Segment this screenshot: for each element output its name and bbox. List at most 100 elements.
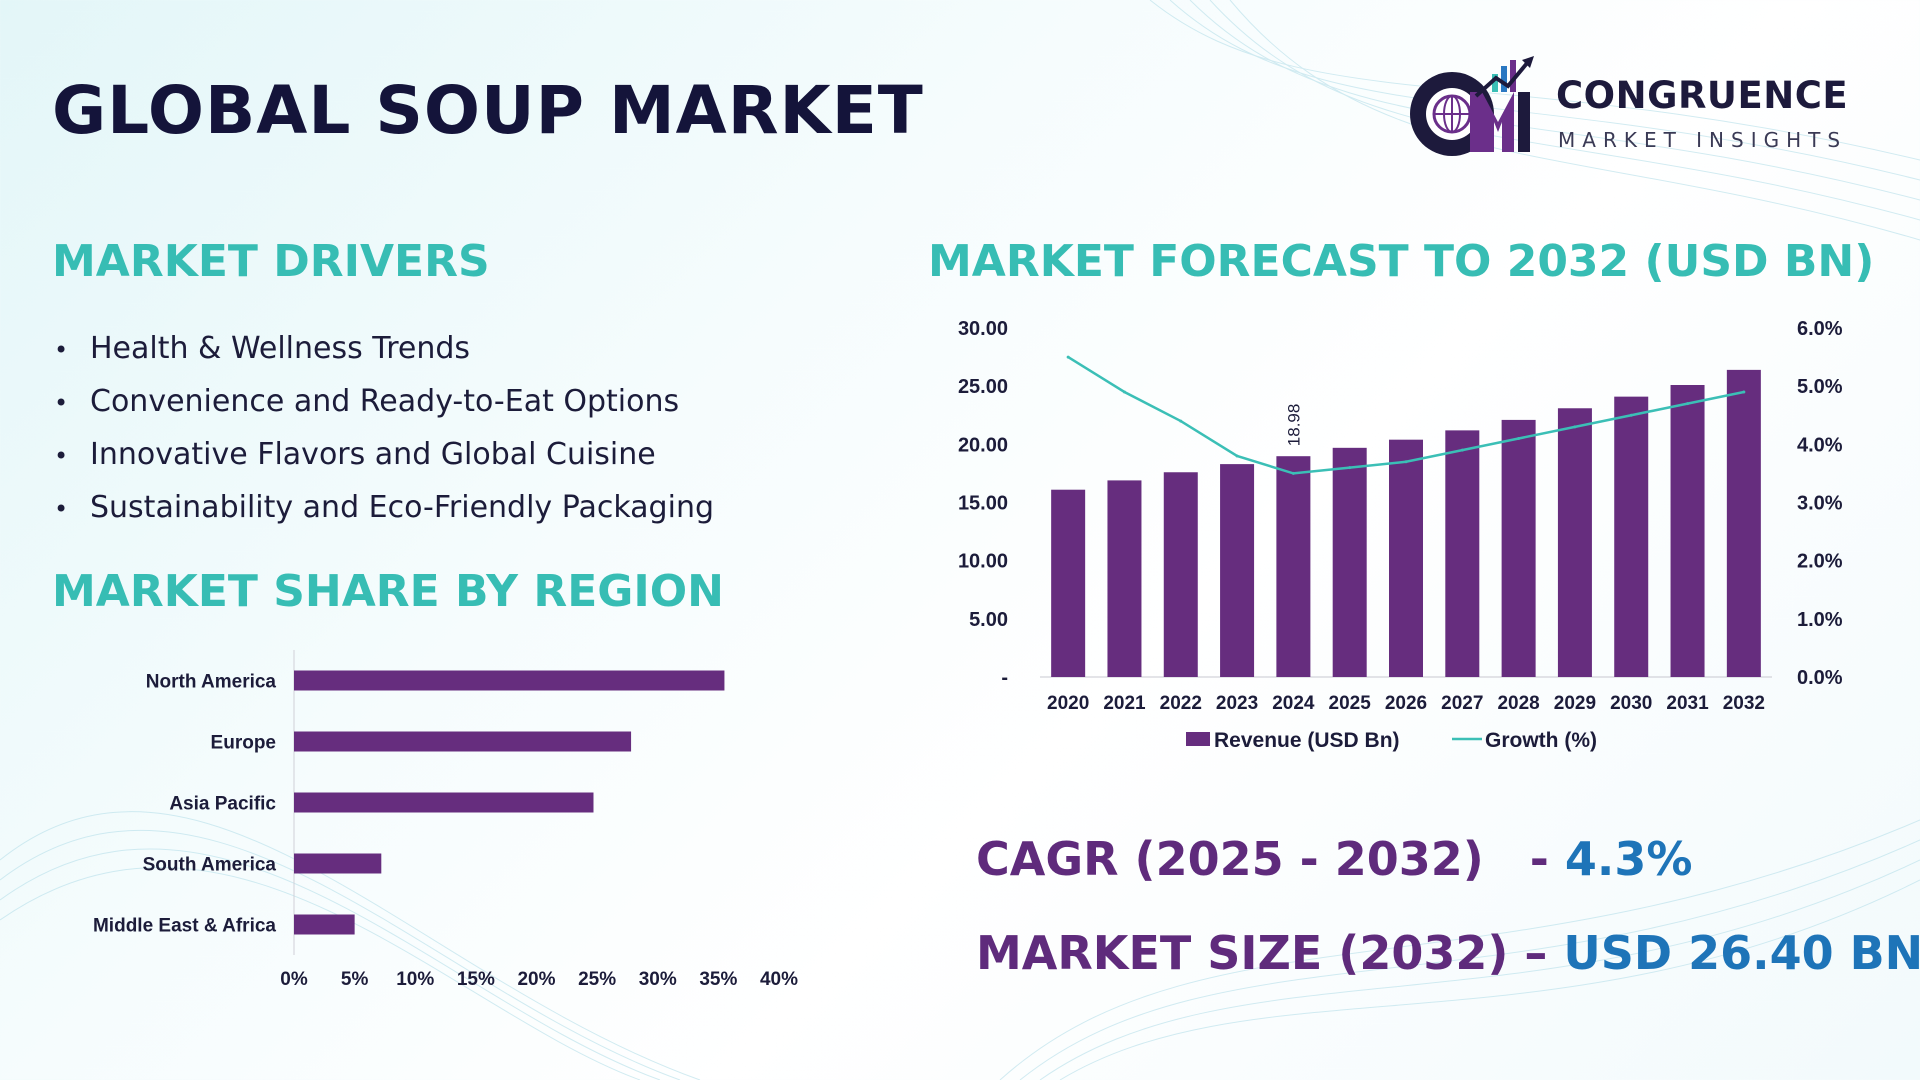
revenue-bar xyxy=(1557,408,1592,677)
revenue-bar xyxy=(1726,369,1761,677)
growth-point xyxy=(1573,425,1577,429)
x-tick-label: 2026 xyxy=(1385,693,1427,714)
growth-point xyxy=(1460,448,1464,452)
legend-growth-label: Growth (%) xyxy=(1485,729,1597,752)
x-tick-label: 2025 xyxy=(1329,693,1372,714)
y-right-tick-label: 3.0% xyxy=(1797,493,1843,515)
cagr-separator: - xyxy=(1529,832,1565,886)
revenue-bar xyxy=(1276,456,1311,677)
growth-point xyxy=(1629,413,1633,417)
x-tick-label: 40% xyxy=(760,969,798,990)
x-tick-label: 2027 xyxy=(1441,693,1483,714)
bullet-icon: • xyxy=(54,495,69,523)
market-size-value: USD 26.40 BN xyxy=(1563,926,1920,980)
x-tick-label: 2021 xyxy=(1103,693,1146,714)
x-tick-label: 10% xyxy=(396,969,434,990)
cm-monogram-icon xyxy=(1410,56,1534,156)
growth-point xyxy=(1686,402,1690,406)
revenue-bar xyxy=(1614,396,1649,677)
region-share-chart: North America Europe Asia Pacific South Ame… xyxy=(93,650,798,990)
revenue-bar xyxy=(1220,464,1255,677)
x-tick-label: 2020 xyxy=(1047,693,1089,714)
brand-logo: CONGRUENCE MARKET INSIGHTS xyxy=(1400,52,1870,162)
driver-item: • Convenience and Ready-to-Eat Options xyxy=(54,375,714,428)
growth-point xyxy=(1235,454,1239,458)
region-bar xyxy=(294,853,382,874)
cagr-kpi: CAGR (2025 - 2032) - 4.3% xyxy=(976,832,1692,886)
x-tick-label: 0% xyxy=(280,969,308,990)
revenue-bar xyxy=(1051,489,1086,677)
growth-point xyxy=(1179,419,1183,423)
revenue-bar xyxy=(1501,419,1536,677)
driver-item-label: Innovative Flavors and Global Cuisine xyxy=(90,437,656,472)
x-tick-label: 2024 xyxy=(1272,693,1315,714)
x-tick-label: 25% xyxy=(578,969,616,990)
category-label: North America xyxy=(146,672,277,693)
market-size-kpi: MARKET SIZE (2032) – USD 26.40 BN xyxy=(976,926,1920,980)
revenue-bar xyxy=(1445,430,1480,677)
driver-item-label: Health & Wellness Trends xyxy=(90,331,471,366)
category-label: South America xyxy=(143,855,277,876)
y-left-tick-label: 25.00 xyxy=(958,376,1008,398)
y-left-tick-label: - xyxy=(1001,667,1008,689)
legend-revenue-swatch xyxy=(1186,732,1210,746)
y-right-tick-label: 0.0% xyxy=(1797,667,1843,689)
driver-item: • Innovative Flavors and Global Cuisine xyxy=(54,428,714,481)
y-right-tick-label: 1.0% xyxy=(1797,609,1843,631)
region-heading: MARKET SHARE BY REGION xyxy=(52,566,724,617)
brand-tagline: MARKET INSIGHTS xyxy=(1558,128,1848,152)
x-tick-label: 2031 xyxy=(1666,693,1709,714)
revenue-bar xyxy=(1670,385,1705,677)
y-left-tick-label: 10.00 xyxy=(958,551,1008,573)
market-size-separator: – xyxy=(1508,926,1564,980)
growth-point xyxy=(1404,460,1408,464)
category-label: Asia Pacific xyxy=(169,794,276,815)
y-left-tick-label: 30.00 xyxy=(958,318,1008,340)
driver-item-label: Convenience and Ready-to-Eat Options xyxy=(90,384,680,419)
x-tick-label: 20% xyxy=(517,969,555,990)
region-bar xyxy=(294,670,725,691)
growth-point xyxy=(1742,390,1746,394)
cagr-label: CAGR (2025 - 2032) xyxy=(976,832,1484,886)
revenue-bar xyxy=(1163,472,1198,677)
y-right-tick-label: 4.0% xyxy=(1797,434,1843,456)
x-tick-label: 5% xyxy=(341,969,369,990)
y-right-tick-label: 2.0% xyxy=(1797,551,1843,573)
forecast-heading: MARKET FORECAST TO 2032 (USD BN) xyxy=(928,236,1875,287)
cagr-value: 4.3% xyxy=(1564,832,1693,886)
x-tick-label: 2032 xyxy=(1723,693,1765,714)
driver-item: • Health & Wellness Trends xyxy=(54,322,714,375)
drivers-heading: MARKET DRIVERS xyxy=(52,236,490,287)
y-left-tick-label: 5.00 xyxy=(969,609,1008,631)
region-bar xyxy=(294,914,355,935)
y-right-tick-label: 6.0% xyxy=(1797,318,1843,340)
revenue-bar xyxy=(1332,447,1367,677)
data-label: 18.98 xyxy=(1284,404,1303,447)
bullet-icon: • xyxy=(54,442,69,470)
growth-point xyxy=(1348,466,1352,470)
bullet-icon: • xyxy=(54,336,69,364)
category-label: Europe xyxy=(211,733,276,754)
x-tick-label: 2023 xyxy=(1216,693,1258,714)
legend-revenue-label: Revenue (USD Bn) xyxy=(1214,729,1400,752)
x-tick-label: 30% xyxy=(639,969,677,990)
bullet-icon: • xyxy=(54,389,69,417)
x-tick-label: 2029 xyxy=(1554,693,1596,714)
x-tick-label: 2030 xyxy=(1610,693,1652,714)
drivers-list: • Health & Wellness Trends • Convenience a… xyxy=(54,322,714,534)
page-title: GLOBAL SOUP MARKET xyxy=(52,72,924,149)
driver-item-label: Sustainability and Eco-Friendly Packagin… xyxy=(90,490,714,525)
revenue-bar xyxy=(1107,480,1142,677)
category-label: Middle East & Africa xyxy=(93,916,276,937)
y-left-tick-label: 20.00 xyxy=(958,434,1008,456)
growth-point xyxy=(1517,437,1521,441)
region-bar xyxy=(294,731,632,752)
y-right-tick-label: 5.0% xyxy=(1797,376,1843,398)
growth-point xyxy=(1291,471,1295,475)
x-tick-label: 35% xyxy=(699,969,737,990)
forecast-chart: - 5.00 10.00 15.00 20.00 25.00 30.00 0.0% 1.0% 2.… xyxy=(958,318,1843,752)
brand-name: CONGRUENCE xyxy=(1556,74,1849,117)
market-size-label: MARKET SIZE (2032) xyxy=(976,926,1509,980)
growth-point xyxy=(1066,355,1070,359)
growth-point xyxy=(1122,390,1126,394)
